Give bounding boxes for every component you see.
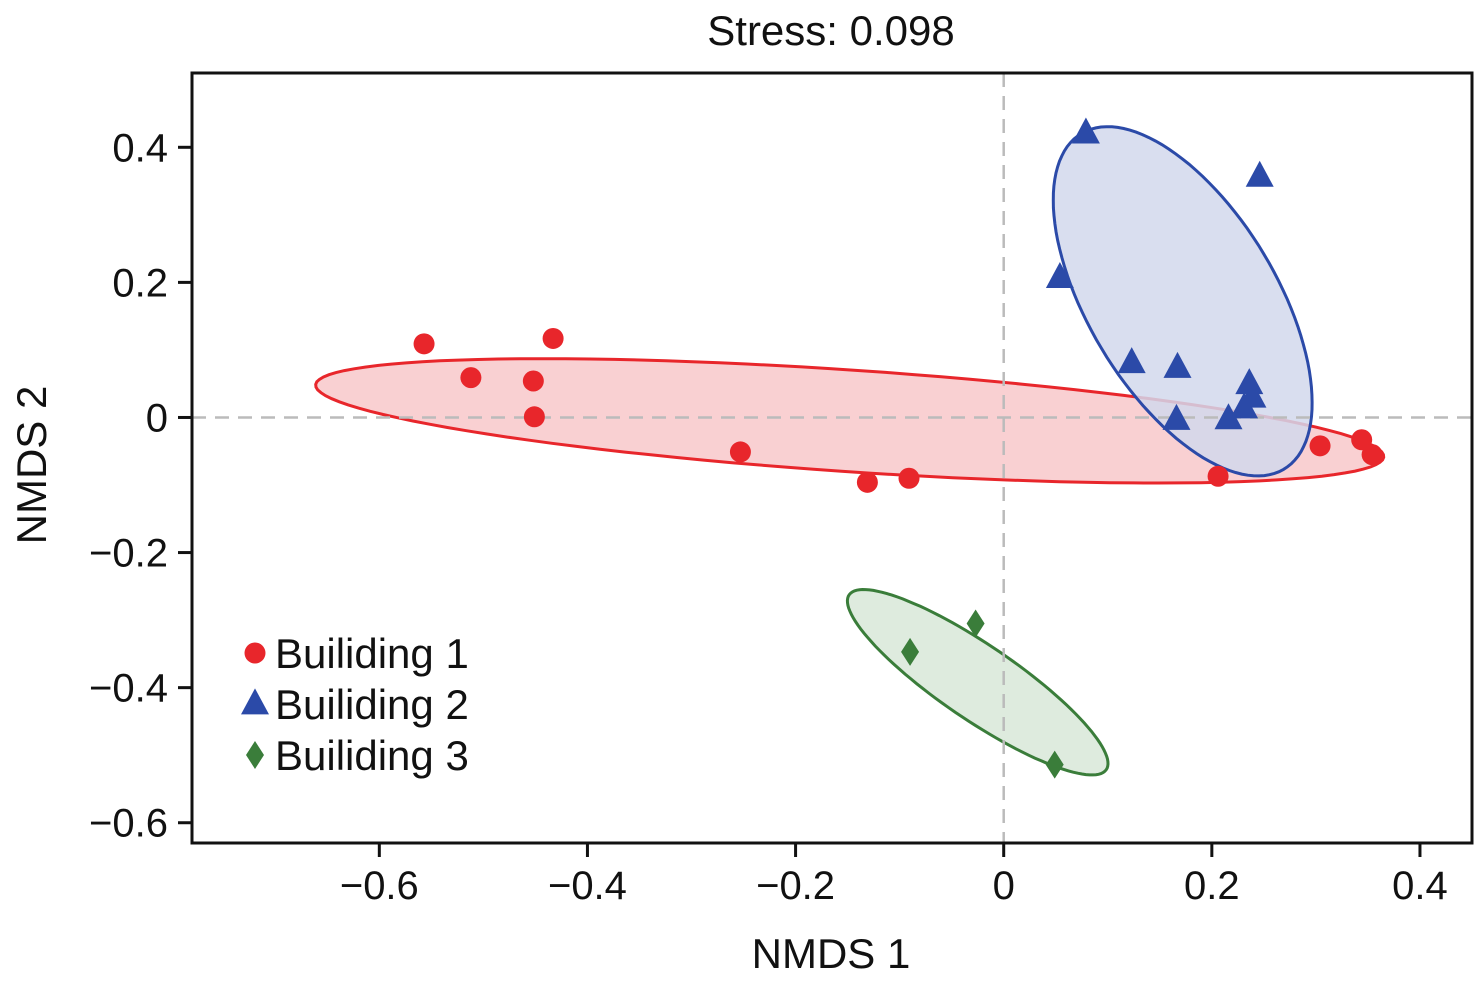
confidence-ellipses — [314, 125, 1386, 777]
point-series-1-9 — [1207, 465, 1229, 487]
ellipse-series-3 — [845, 587, 1110, 777]
x-tick-label: 0 — [993, 864, 1015, 908]
point-series-2-3 — [1045, 262, 1074, 289]
point-series-2-1 — [1071, 117, 1100, 144]
y-tick-label: −0.6 — [89, 802, 168, 846]
point-series-1-2 — [460, 367, 482, 389]
x-tick-label: −0.2 — [756, 864, 835, 908]
y-tick-label: −0.4 — [89, 667, 168, 711]
legend-label-3: Builiding 3 — [275, 732, 469, 779]
point-series-2-6 — [1235, 368, 1264, 395]
point-series-1-4 — [542, 327, 564, 349]
x-axis-label: NMDS 1 — [752, 930, 911, 977]
x-tick-label: 0.4 — [1392, 864, 1448, 908]
y-tick-label: 0.4 — [112, 126, 168, 170]
point-series-2-4 — [1117, 347, 1146, 374]
point-series-2-8 — [1230, 392, 1259, 419]
y-axis-label: NMDS 2 — [8, 386, 55, 545]
legend-marker-1 — [244, 642, 266, 664]
point-series-1-1 — [413, 333, 435, 355]
x-tick-label: −0.6 — [340, 864, 419, 908]
point-series-1-12 — [1361, 444, 1383, 466]
point-series-1-10 — [1309, 435, 1331, 457]
legend-marker-3 — [246, 741, 264, 769]
legend-label-1: Builiding 1 — [275, 630, 469, 677]
point-series-3-2 — [901, 637, 920, 666]
x-tick-label: −0.4 — [548, 864, 627, 908]
point-series-1-3 — [522, 370, 544, 392]
legend-marker-2 — [241, 688, 269, 715]
point-series-1-6 — [729, 441, 751, 463]
x-tick-label: 0.2 — [1184, 864, 1240, 908]
point-series-2-10 — [1162, 403, 1191, 430]
point-series-1-11 — [1351, 429, 1373, 451]
point-series-2-9 — [1214, 403, 1243, 430]
plot-frame — [190, 71, 1474, 845]
point-series-2-5 — [1163, 351, 1192, 378]
point-series-1-8 — [898, 467, 920, 489]
y-tick-label: 0.2 — [112, 261, 168, 305]
point-series-1-5 — [523, 406, 545, 428]
legend-label-2: Builiding 2 — [275, 681, 469, 728]
ellipse-series-1 — [314, 357, 1386, 485]
point-series-3-3 — [1045, 750, 1064, 779]
chart-title: Stress: 0.098 — [707, 7, 954, 54]
y-tick-label: 0 — [146, 396, 168, 440]
axes: −0.6 −0.4 −0.2 0 0.2 0.4 0.4 0.2 0 −0.2 −0.4 −0.6 — [89, 71, 1474, 908]
data-points — [413, 117, 1383, 779]
point-series-3-1 — [966, 609, 985, 638]
reference-lines — [192, 73, 1472, 843]
point-series-1-7 — [856, 471, 878, 493]
y-tick-label: −0.2 — [89, 532, 168, 576]
point-series-2-2 — [1245, 160, 1274, 187]
